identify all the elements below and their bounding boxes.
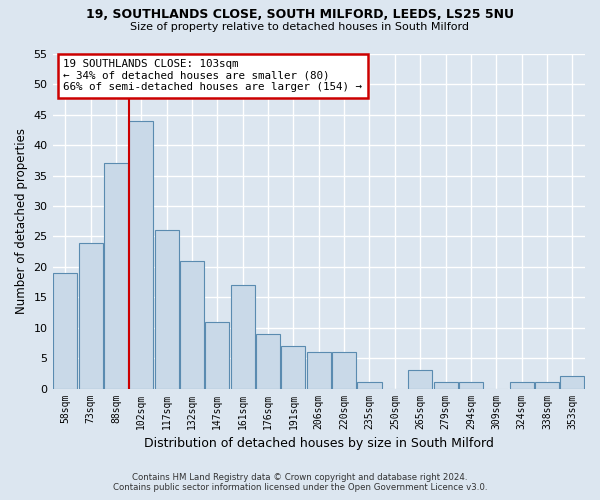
Bar bbox=[256, 334, 280, 388]
Bar bbox=[459, 382, 483, 388]
Bar bbox=[129, 121, 154, 388]
Bar bbox=[358, 382, 382, 388]
Bar bbox=[434, 382, 458, 388]
Bar bbox=[408, 370, 432, 388]
Text: Size of property relative to detached houses in South Milford: Size of property relative to detached ho… bbox=[131, 22, 470, 32]
Bar bbox=[307, 352, 331, 389]
Text: 19, SOUTHLANDS CLOSE, SOUTH MILFORD, LEEDS, LS25 5NU: 19, SOUTHLANDS CLOSE, SOUTH MILFORD, LEE… bbox=[86, 8, 514, 20]
X-axis label: Distribution of detached houses by size in South Milford: Distribution of detached houses by size … bbox=[144, 437, 494, 450]
Bar bbox=[53, 273, 77, 388]
Text: Contains HM Land Registry data © Crown copyright and database right 2024.
Contai: Contains HM Land Registry data © Crown c… bbox=[113, 473, 487, 492]
Bar bbox=[205, 322, 229, 388]
Bar bbox=[180, 261, 204, 388]
Bar bbox=[281, 346, 305, 389]
Bar bbox=[535, 382, 559, 388]
Bar bbox=[509, 382, 533, 388]
Bar bbox=[155, 230, 179, 388]
Bar bbox=[230, 285, 255, 389]
Bar bbox=[560, 376, 584, 388]
Text: 19 SOUTHLANDS CLOSE: 103sqm
← 34% of detached houses are smaller (80)
66% of sem: 19 SOUTHLANDS CLOSE: 103sqm ← 34% of det… bbox=[63, 59, 362, 92]
Bar bbox=[104, 164, 128, 388]
Y-axis label: Number of detached properties: Number of detached properties bbox=[15, 128, 28, 314]
Bar bbox=[79, 242, 103, 388]
Bar bbox=[332, 352, 356, 389]
